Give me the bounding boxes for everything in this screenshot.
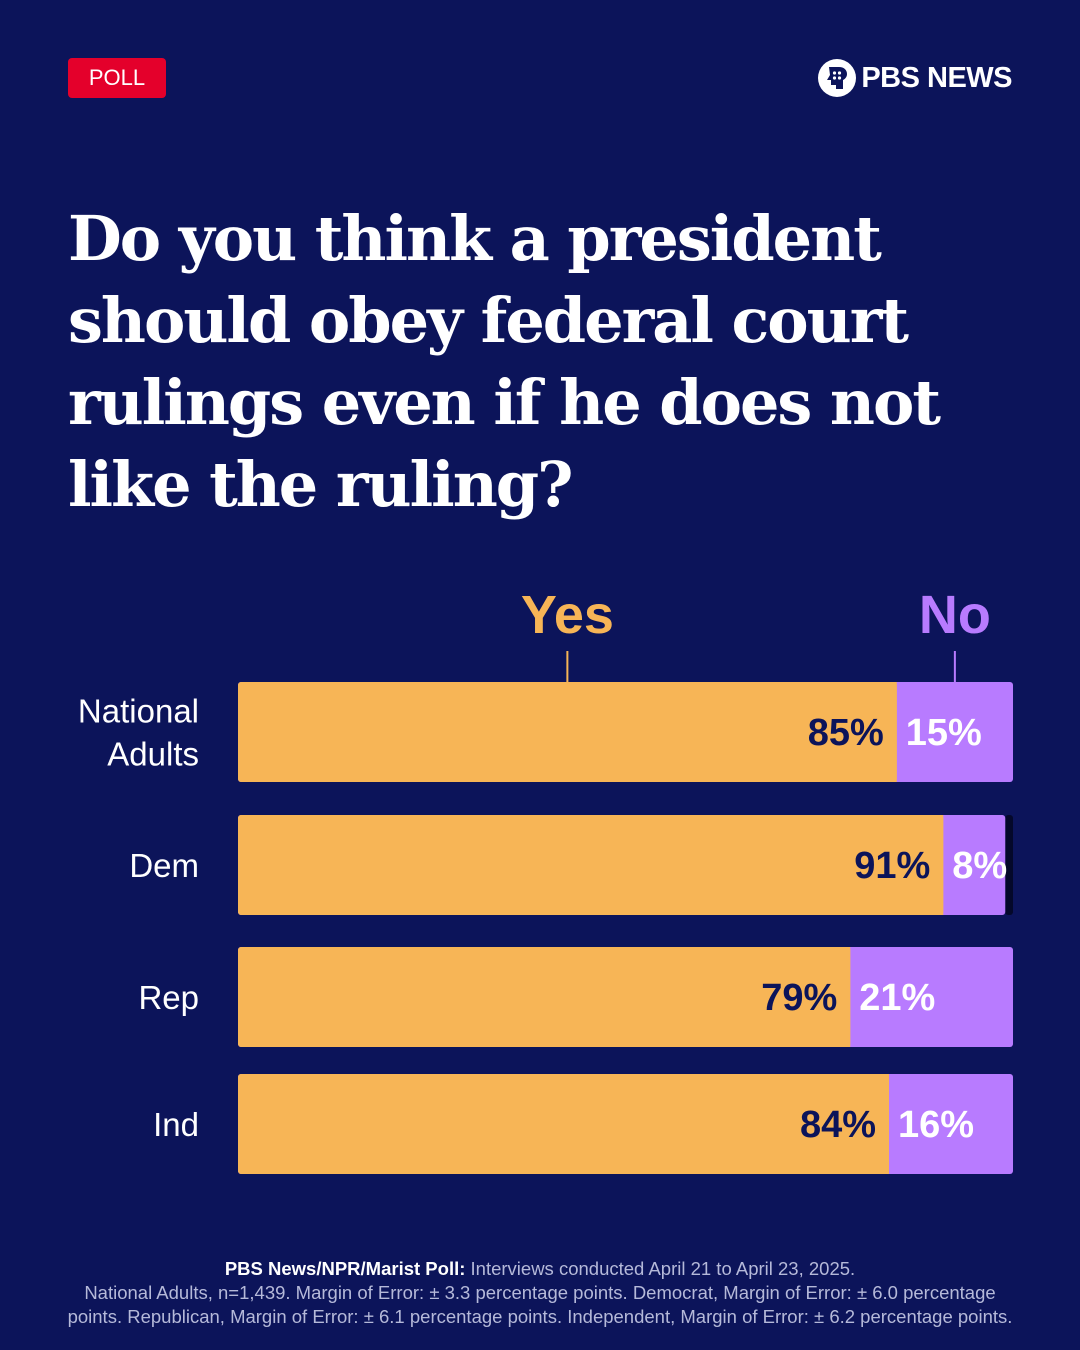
bar-label-yes: 79% (761, 977, 837, 1019)
bar-yes (238, 815, 944, 915)
footer-line-1: Interviews conducted April 21 to April 2… (465, 1258, 856, 1279)
footer-line-3: points. Republican, Margin of Error: ± 6… (67, 1306, 1013, 1327)
pbs-head-logo-icon (818, 59, 857, 97)
bar-label-no: 8% (952, 845, 1007, 887)
category-label: National Adults (78, 693, 199, 773)
bar-yes (238, 947, 851, 1047)
bar-yes (238, 682, 897, 782)
bar-yes-edge (846, 947, 851, 1047)
category-label: Ind (153, 1106, 199, 1143)
bar-label-yes: 91% (854, 845, 930, 887)
footer-notes: PBS News/NPR/Marist Poll: Interviews con… (20, 1257, 1060, 1329)
question-title: Do you think a president should obey fed… (68, 202, 941, 521)
bar-yes (238, 1074, 889, 1174)
category-label: Rep (138, 979, 199, 1016)
bar-label-yes: 85% (808, 712, 884, 754)
footer-line-2: National Adults, n=1,439. Margin of Erro… (84, 1282, 996, 1303)
bar-label-no: 16% (898, 1104, 974, 1146)
legend-yes: Yes (521, 585, 614, 645)
category-label: Dem (129, 847, 199, 884)
stacked-bar-chart: Yes No 85% 15% National Adults 91% 8% Dem 79% 21% R… (78, 585, 1013, 1174)
footer-source: PBS News/NPR/Marist Poll: (224, 1258, 466, 1279)
bar-label-yes: 84% (800, 1104, 876, 1146)
bar-label-no: 21% (859, 977, 935, 1019)
bar-remainder (1005, 815, 1013, 915)
brand-name: PBS NEWS (861, 61, 1012, 94)
legend-no: No (919, 585, 991, 645)
bar-yes-edge (892, 682, 897, 782)
pbs-news-logo: PBS NEWS (817, 58, 1012, 98)
bar-yes-edge (885, 1074, 889, 1174)
poll-badge: POLL (68, 58, 166, 98)
bar-yes-edge (939, 815, 944, 915)
bar-label-no: 15% (906, 712, 982, 754)
